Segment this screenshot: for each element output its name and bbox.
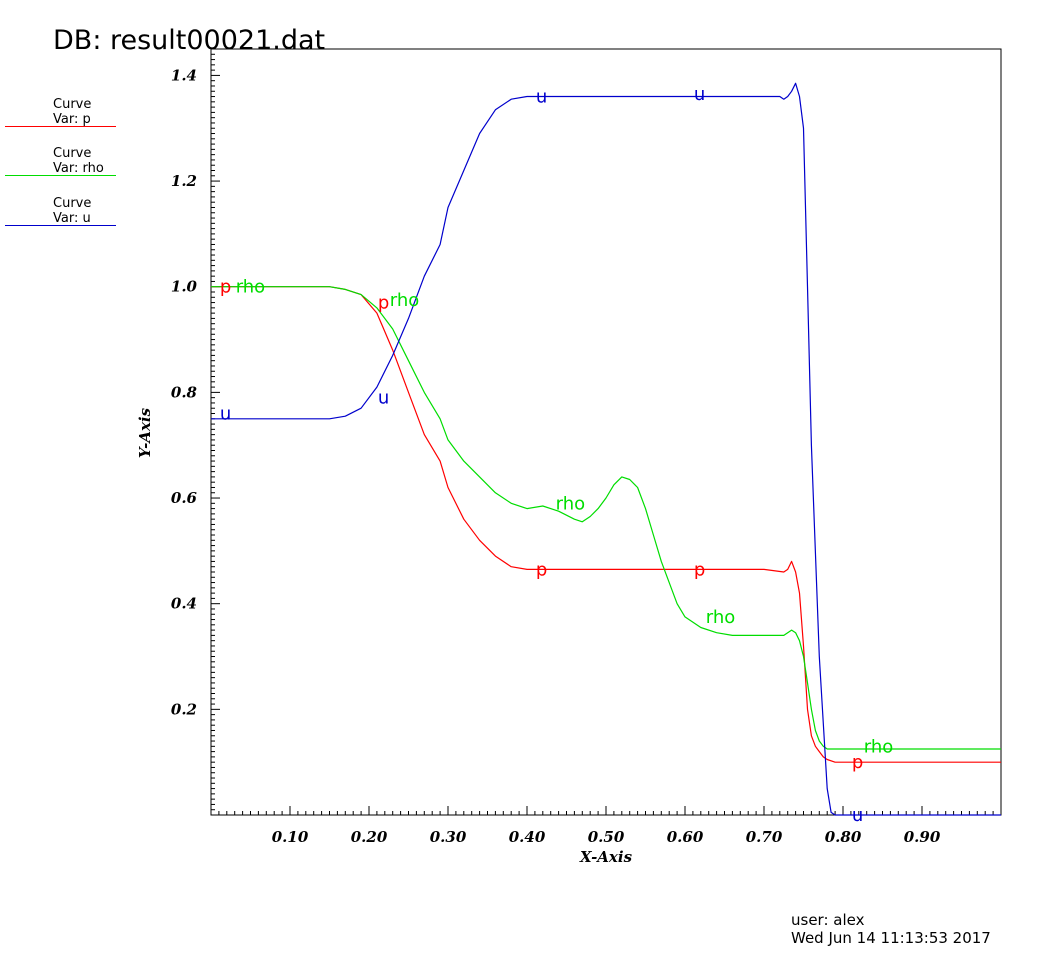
curve-label-p: p (694, 559, 705, 580)
x-tick-label: 0.20 (351, 828, 388, 846)
curve-label-u: u (378, 388, 389, 409)
plot-axes: 0.10 0.20 0.30 0.40 0.50 0.60 0.70 0.80 0.90 0.2 0… (171, 48, 1002, 846)
y-axis-title: Y-Axis (136, 407, 154, 458)
curve-label-p: p (378, 293, 389, 314)
chart-series (211, 82, 1001, 816)
legend-var-label: Var: u (53, 211, 91, 226)
legend-line-swatch (5, 126, 116, 127)
x-tick-label: 0.60 (667, 828, 704, 846)
series-line-u (211, 82, 1001, 816)
curve-label-u: u (220, 404, 231, 425)
y-tick-label: 0.6 (171, 489, 198, 507)
footer-user: user: alex (791, 911, 865, 929)
series-line-p (211, 286, 1001, 763)
series-line-rho (211, 286, 1001, 750)
curve-label-rho: rho (236, 277, 266, 298)
curve-label-u: u (694, 84, 705, 105)
curve-label-rho: rho (390, 290, 420, 311)
legend-var-label: Var: p (53, 112, 91, 127)
x-tick-label: 0.40 (509, 828, 546, 846)
x-axis-title: X-Axis (579, 848, 633, 866)
footer-timestamp: Wed Jun 14 11:13:53 2017 (791, 929, 991, 947)
legend-curve-name: Curve (53, 97, 92, 112)
x-tick-label: 0.80 (825, 828, 862, 846)
legend-curve-name: Curve (53, 146, 92, 161)
database-title: DB: result00021.dat (53, 25, 326, 56)
legend-curve-name: Curve (53, 196, 92, 211)
y-tick-label: 1.2 (171, 172, 197, 190)
legend-line-swatch (5, 175, 116, 176)
x-tick-label: 0.70 (746, 828, 783, 846)
x-tick-label: 0.90 (904, 828, 941, 846)
y-tick-label: 1.0 (171, 278, 198, 296)
y-tick-label: 0.4 (171, 595, 197, 613)
y-tick-label: 0.2 (171, 700, 197, 718)
y-tick-label: 1.4 (171, 66, 197, 84)
curve-label-p: p (220, 277, 231, 298)
curve-label-rho: rho (864, 736, 894, 757)
curve-label-u: u (536, 87, 547, 108)
x-tick-label: 0.50 (588, 828, 625, 846)
curve-label-rho: rho (556, 493, 586, 514)
plot-frame (210, 48, 1002, 816)
legend-line-swatch (5, 225, 116, 226)
curve-label-u: u (852, 805, 863, 826)
legend-var-label: Var: rho (53, 161, 104, 176)
x-tick-label: 0.10 (272, 828, 309, 846)
curve-label-p: p (852, 752, 863, 773)
y-tick-label: 0.8 (171, 383, 198, 401)
curve-label-p: p (536, 559, 547, 580)
x-tick-label: 0.30 (430, 828, 467, 846)
curve-label-rho: rho (706, 607, 736, 628)
